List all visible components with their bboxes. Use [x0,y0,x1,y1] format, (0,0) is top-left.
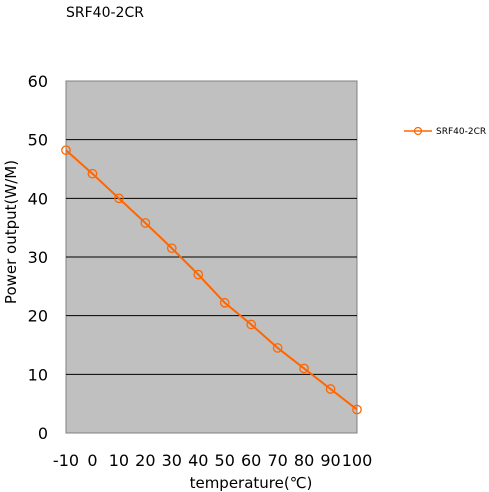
y-tick-label: 50 [28,131,48,150]
y-tick-label: 60 [28,72,48,91]
x-tick-label: 40 [188,451,208,470]
x-tick-label: 10 [109,451,129,470]
y-axis-label: Power output(W/M) [2,160,20,304]
legend-marker-sample [413,126,423,136]
data-point [166,243,177,254]
x-tick-label: 30 [162,451,182,470]
x-tick-label: 90 [320,451,340,470]
x-tick-label: 20 [135,451,155,470]
x-tick-label: -10 [53,451,79,470]
data-point [61,145,71,156]
x-tick-label: 50 [215,451,235,470]
y-tick-label: 0 [38,424,48,443]
data-point [352,404,362,415]
x-tick-label: 70 [267,451,287,470]
data-point [114,193,124,204]
data-point [140,218,151,228]
data-point [193,269,204,280]
x-tick-label: 80 [294,451,314,470]
x-tick-label: 100 [342,451,373,470]
y-tick-labels: 0 10 20 30 40 50 60 [28,72,48,443]
data-point [272,343,283,353]
y-tick-label: 10 [28,365,48,384]
series-line [65,149,358,411]
chart-title: SRF40-2CR [66,5,144,21]
data-point [219,297,230,308]
x-axis-label: temperature(℃) [190,474,313,492]
data-point [325,384,336,394]
y-tick-label: 20 [28,307,48,326]
legend: SRF40-2CR [404,126,486,137]
y-tick-label: 30 [28,248,48,267]
data-point [246,319,257,330]
data-point [299,363,309,374]
legend-entry-label: SRF40-2CR [436,127,486,137]
data-point [87,168,98,179]
x-tick-label: 60 [241,451,261,470]
y-tick-label: 40 [28,189,48,208]
x-tick-label: 0 [87,451,97,470]
gridlines [66,139,357,375]
series-layer [61,145,362,415]
x-tick-labels: -10 0 10 20 30 40 50 60 70 80 90 100 [53,451,372,470]
